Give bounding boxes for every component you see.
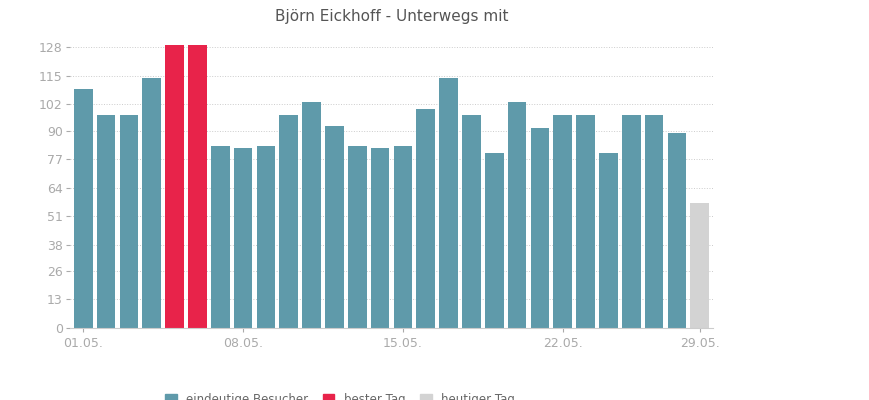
Title: Björn Eickhoff - Unterwegs mit: Björn Eickhoff - Unterwegs mit <box>275 9 507 24</box>
Bar <box>689 203 708 328</box>
Bar <box>370 148 389 328</box>
Bar <box>599 152 617 328</box>
Bar <box>507 102 526 328</box>
Bar <box>188 45 207 328</box>
Bar <box>165 45 183 328</box>
Bar <box>96 115 116 328</box>
Bar <box>210 146 229 328</box>
Bar <box>461 115 481 328</box>
Bar <box>553 115 572 328</box>
Bar <box>484 152 503 328</box>
Bar <box>530 128 548 328</box>
Bar <box>74 89 93 328</box>
Bar <box>119 115 138 328</box>
Bar <box>279 115 298 328</box>
Bar <box>256 146 275 328</box>
Bar <box>416 109 434 328</box>
Legend: eindeutige Besucher, bester Tag, heutiger Tag: eindeutige Besucher, bester Tag, heutige… <box>160 388 519 400</box>
Bar <box>348 146 366 328</box>
Bar <box>393 146 412 328</box>
Bar <box>325 126 343 328</box>
Bar <box>143 78 161 328</box>
Bar <box>667 133 686 328</box>
Bar <box>302 102 321 328</box>
Bar <box>234 148 252 328</box>
Bar <box>439 78 457 328</box>
Bar <box>621 115 640 328</box>
Bar <box>644 115 663 328</box>
Bar <box>575 115 594 328</box>
